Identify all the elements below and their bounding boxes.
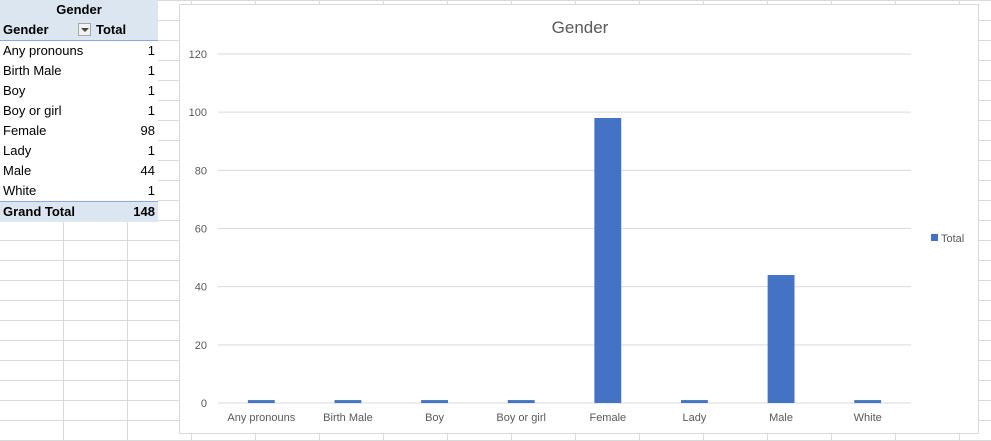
pivot-row-label: Lady (3, 143, 32, 158)
y-tick-label: 80 (195, 165, 207, 177)
bar-chart[interactable]: Gender 0 20 40 60 80 100 120 Any pronouns Birth M… (179, 4, 979, 434)
bar (767, 275, 795, 403)
y-tick-label: 0 (201, 398, 207, 410)
pivot-row-value: 1 (147, 83, 155, 98)
pivot-row-value: 1 (147, 43, 155, 58)
pivot-table: Gender Gender Total Any pronouns 1 Birth M… (0, 0, 158, 222)
pivot-data-row[interactable]: Birth Male 1 (0, 61, 158, 81)
legend-swatch (931, 234, 938, 241)
pivot-row-value: 44 (140, 163, 155, 178)
pivot-caption: Gender (0, 0, 158, 20)
grand-total-value: 148 (133, 204, 155, 219)
y-tick-label: 40 (195, 282, 207, 294)
pivot-data-row[interactable]: Female 98 (0, 121, 158, 141)
pivot-data-row[interactable]: Any pronouns 1 (0, 41, 158, 61)
bar (854, 400, 882, 403)
x-tick-label: Boy or girl (496, 412, 546, 424)
y-tick-label: 100 (189, 107, 207, 119)
pivot-row-label: Boy or girl (3, 103, 62, 118)
pivot-row-label: Male (3, 163, 32, 178)
x-tick-label: White (854, 412, 882, 424)
pivot-row-label: Any pronouns (3, 43, 84, 58)
chart-title: Gender (552, 18, 609, 37)
pivot-row-value: 1 (147, 63, 155, 78)
pivot-row-value: 1 (147, 103, 155, 118)
y-tick-label: 60 (195, 224, 207, 236)
pivot-rows: Any pronouns 1 Birth Male 1 Boy 1 Boy or girl 1… (0, 41, 158, 201)
bar (421, 400, 448, 403)
pivot-data-row[interactable]: Boy or girl 1 (0, 101, 158, 121)
x-tick-label: Female (589, 412, 626, 424)
pivot-row-label-header: Gender (3, 22, 49, 37)
chart-svg: Gender 0 20 40 60 80 100 120 Any pronouns Birth M… (189, 18, 965, 424)
pivot-row-value: 1 (147, 183, 155, 198)
y-tick-label: 20 (195, 340, 207, 352)
bar (594, 117, 622, 403)
x-tick-label: Male (769, 412, 793, 424)
legend-label: Total (941, 233, 964, 245)
bar (507, 400, 535, 403)
pivot-row-label: Birth Male (3, 63, 62, 78)
pivot-row-label: Boy (3, 83, 26, 98)
pivot-data-row[interactable]: Male 44 (0, 161, 158, 181)
pivot-value-header: Total (96, 22, 127, 37)
pivot-row-label: White (3, 183, 37, 198)
bar (247, 400, 275, 403)
pivot-header-row: Gender Total (0, 20, 158, 41)
pivot-row-value: 1 (147, 143, 155, 158)
pivot-row-label: Female (3, 123, 47, 138)
pivot-row-value: 98 (140, 123, 155, 138)
pivot-data-row[interactable]: Lady 1 (0, 141, 158, 161)
grand-total-label: Grand Total (3, 204, 75, 219)
bar (681, 400, 708, 403)
pivot-data-row[interactable]: White 1 (0, 181, 158, 201)
x-tick-label: Boy (425, 412, 444, 424)
pivot-grand-total-row: Grand Total 148 (0, 201, 158, 222)
y-tick-label: 120 (189, 49, 207, 61)
x-tick-label: Lady (683, 412, 707, 424)
x-tick-label: Any pronouns (227, 412, 295, 424)
pivot-data-row[interactable]: Boy 1 (0, 81, 158, 101)
filter-dropdown-icon[interactable] (78, 23, 91, 36)
x-tick-label: Birth Male (323, 412, 373, 424)
bar (334, 400, 362, 403)
